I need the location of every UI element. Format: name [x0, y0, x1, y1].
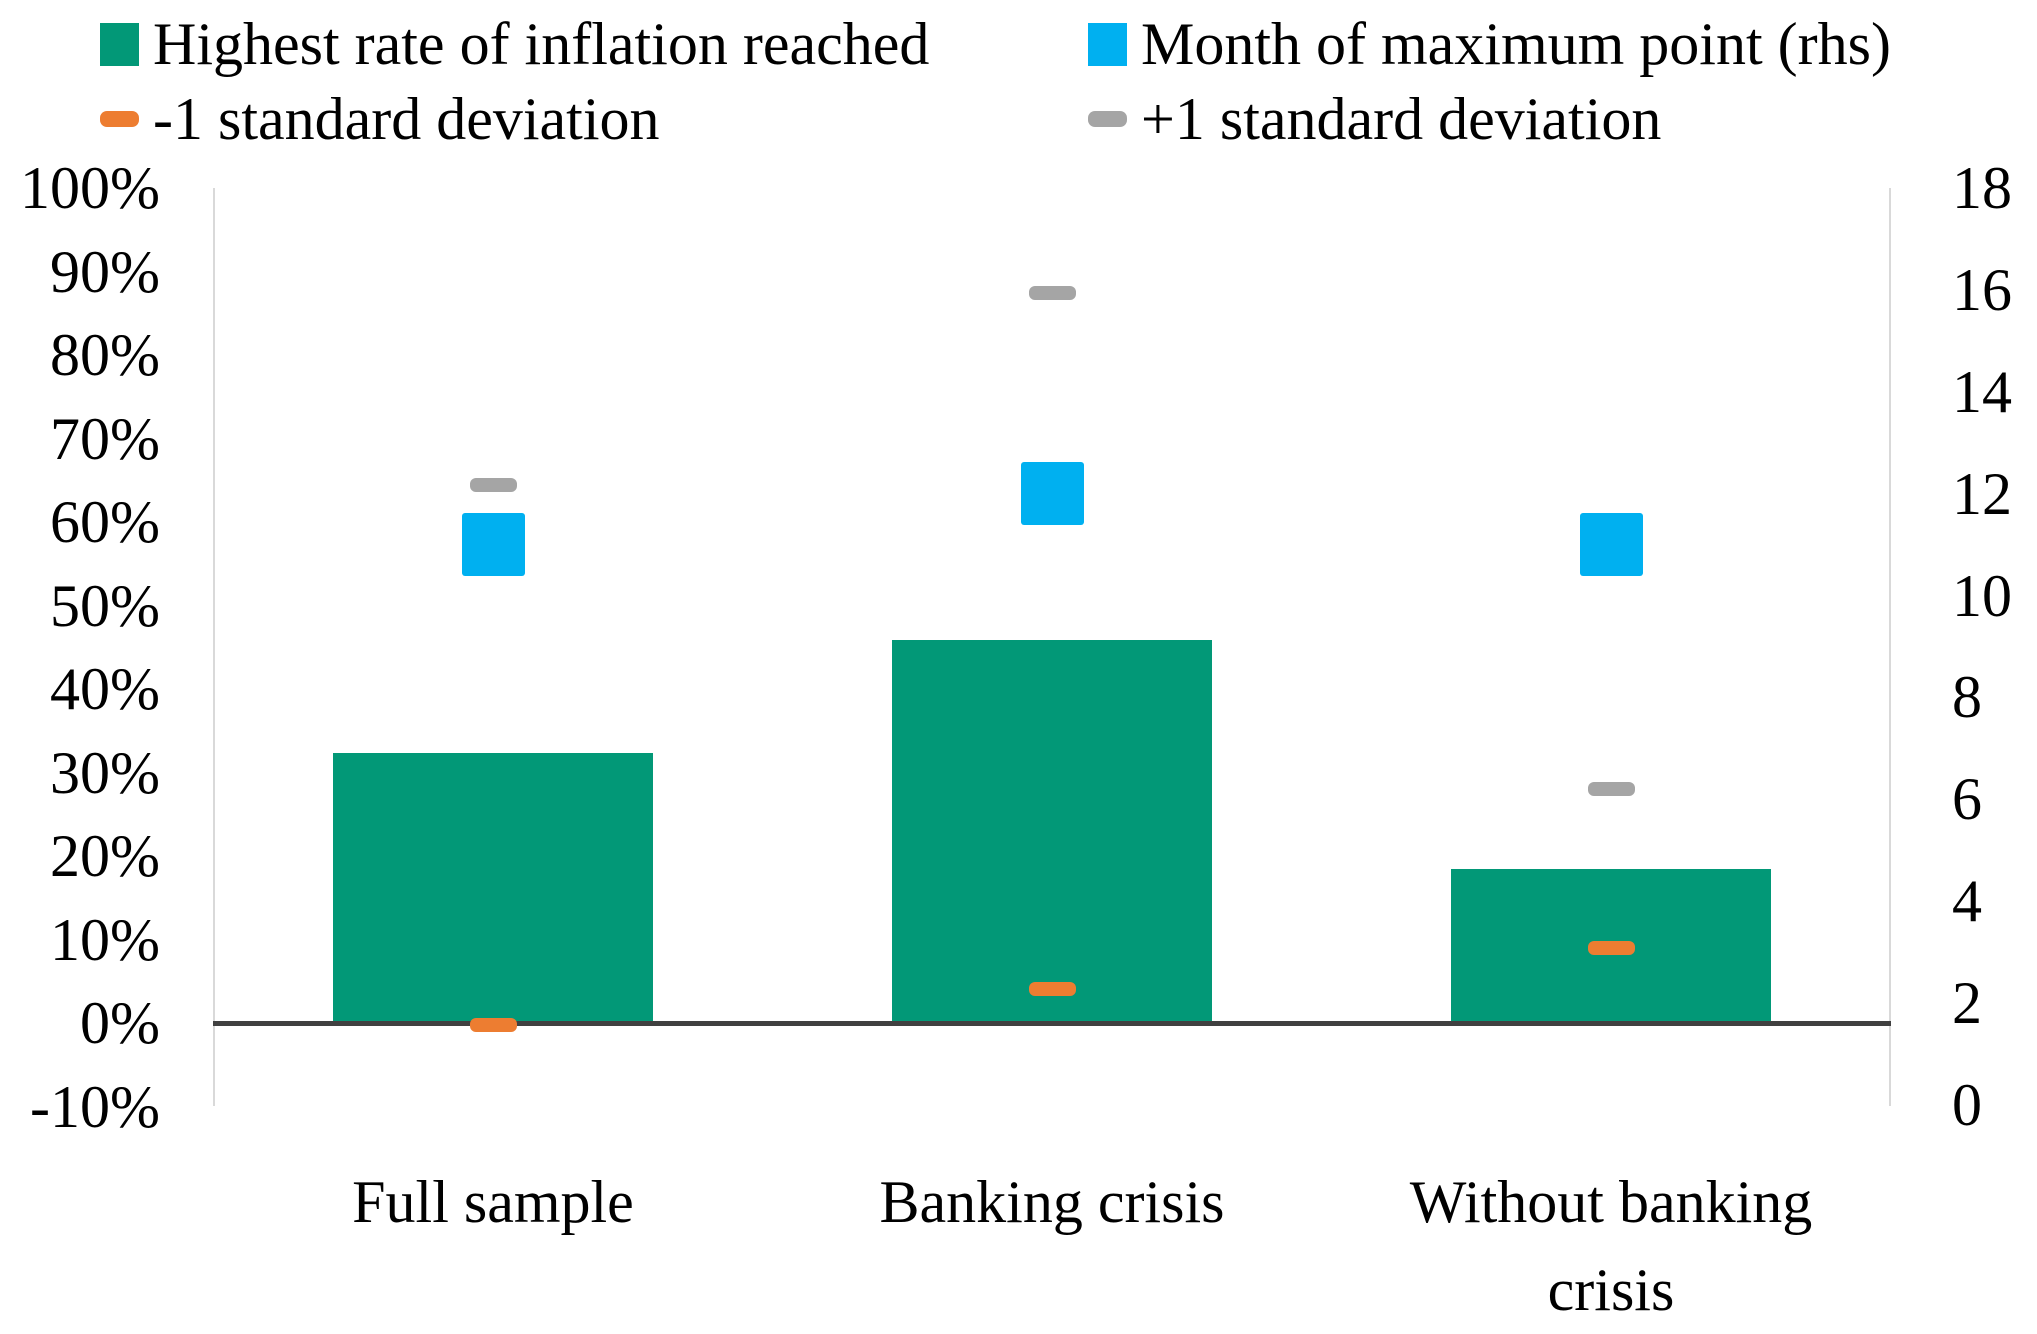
marker-minus-1sd	[469, 1017, 517, 1032]
right-axis-tick-label: 18	[1952, 155, 2012, 221]
left-plot-border	[213, 188, 215, 1106]
category-label: Without banking crisis	[1409, 1169, 1813, 1323]
right-axis-tick-label: 14	[1952, 358, 2012, 425]
marker-minus-1sd	[1028, 981, 1076, 996]
left-axis-tick-label: 70%	[50, 405, 160, 472]
right-axis-tick-label: 6	[1952, 766, 1982, 833]
marker-month-of-max	[461, 513, 525, 577]
legend-item-month-of-max: Month of maximum point (rhs)	[1088, 9, 1891, 79]
orange-dash-swatch-icon	[100, 111, 139, 127]
legend-item-minus-1sd: -1 standard deviation	[100, 84, 660, 154]
right-axis-tick-label: 10	[1952, 562, 2012, 629]
blue-square-swatch-icon	[1088, 22, 1127, 66]
right-axis-tick-label: 4	[1952, 868, 1982, 935]
bar-highest-inflation	[892, 639, 1212, 1023]
marker-month-of-max	[1579, 513, 1643, 577]
right-axis-tick-label: 8	[1952, 664, 1982, 731]
legend-label: -1 standard deviation	[153, 86, 660, 152]
marker-plus-1sd	[469, 478, 517, 493]
left-axis-tick-label: 20%	[50, 823, 160, 889]
left-axis-tick-label: 100%	[20, 155, 160, 221]
left-axis-tick-label: -10%	[30, 1073, 160, 1140]
legend-item-plus-1sd: +1 standard deviation	[1088, 84, 1661, 154]
right-plot-border	[1889, 188, 1891, 1106]
right-axis-tick-label: 12	[1952, 460, 2012, 527]
category-label: Banking crisis	[879, 1169, 1225, 1235]
left-axis-tick-label: 50%	[50, 572, 160, 639]
gray-dash-swatch-icon	[1088, 111, 1127, 127]
category-label: Full sample	[352, 1169, 634, 1235]
right-axis-tick-label: 0	[1952, 1072, 1982, 1138]
left-axis-tick-label: 90%	[50, 238, 160, 305]
legend-item-highest-inflation: Highest rate of inflation reached	[100, 9, 929, 79]
right-axis-tick-label: 16	[1952, 256, 2012, 323]
legend-label: Month of maximum point (rhs)	[1141, 11, 1891, 77]
left-axis-tick-label: 30%	[50, 739, 160, 806]
bar-highest-inflation	[333, 753, 653, 1023]
left-axis-tick-label: 80%	[50, 322, 160, 388]
marker-plus-1sd	[1587, 782, 1635, 797]
marker-minus-1sd	[1587, 940, 1635, 955]
marker-plus-1sd	[1028, 286, 1076, 301]
x-axis-line	[213, 1021, 1891, 1026]
left-axis-tick-label: 40%	[50, 656, 160, 722]
left-axis-tick-label: 10%	[50, 906, 160, 973]
right-axis-tick-label: 2	[1952, 970, 1982, 1037]
green-square-swatch-icon	[100, 22, 139, 66]
left-axis-tick-label: 60%	[50, 489, 160, 555]
legend-label: Highest rate of inflation reached	[153, 11, 930, 77]
legend-label: +1 standard deviation	[1141, 86, 1662, 152]
left-axis-tick-label: 0%	[80, 990, 160, 1056]
marker-month-of-max	[1020, 462, 1084, 526]
